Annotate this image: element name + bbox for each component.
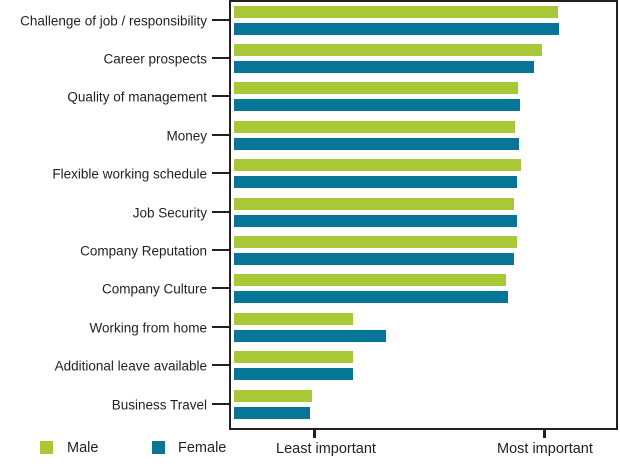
- legend-swatch-male: [40, 441, 53, 454]
- category-label: Business Travel: [111, 397, 207, 413]
- legend-label-male: Male: [67, 440, 99, 456]
- x-axis-label-least-important: Least important: [276, 441, 376, 457]
- category-tick: [212, 364, 231, 366]
- category-tick: [212, 19, 231, 21]
- bar-male-8: [234, 274, 506, 286]
- category-label: Career prospects: [103, 51, 207, 67]
- category-label: Challenge of job / responsibility: [20, 13, 207, 29]
- bar-male-3: [234, 82, 518, 94]
- bar-female-7: [234, 253, 514, 265]
- bar-male-7: [234, 236, 517, 248]
- bar-male-5: [234, 159, 521, 171]
- category-tick: [212, 134, 231, 136]
- category-tick: [212, 403, 231, 405]
- category-tick: [212, 211, 231, 213]
- bar-female-8: [234, 291, 508, 303]
- category-tick: [212, 287, 231, 289]
- bar-female-3: [234, 99, 520, 111]
- category-label: Company Culture: [101, 281, 207, 297]
- legend-label-female: Female: [178, 440, 227, 456]
- bar-male-6: [234, 198, 514, 210]
- x-axis-label-most-important: Most important: [497, 441, 593, 457]
- bar-female-4: [234, 138, 519, 150]
- bar-female-5: [234, 176, 517, 188]
- category-tick: [212, 95, 231, 97]
- category-label: Quality of management: [67, 89, 207, 105]
- category-tick: [212, 172, 231, 174]
- category-label: Working from home: [89, 320, 207, 336]
- category-tick: [212, 57, 231, 59]
- category-tick: [212, 326, 231, 328]
- bar-female-9: [234, 330, 386, 342]
- category-label: Job Security: [132, 205, 207, 221]
- category-label: Company Reputation: [80, 243, 207, 259]
- bar-male-10: [234, 351, 353, 363]
- x-axis-tick: [313, 430, 316, 438]
- bar-female-10: [234, 368, 353, 380]
- category-label: Money: [166, 128, 207, 144]
- bar-male-2: [234, 44, 542, 56]
- bar-female-2: [234, 61, 534, 73]
- bar-male-1: [234, 6, 558, 18]
- x-axis-tick: [543, 430, 546, 438]
- category-label: Flexible working schedule: [52, 166, 207, 182]
- bar-female-11: [234, 407, 310, 419]
- category-label: Additional leave available: [54, 358, 207, 374]
- bar-female-6: [234, 215, 517, 227]
- bar-male-11: [234, 390, 312, 402]
- bar-male-9: [234, 313, 353, 325]
- bar-female-1: [234, 23, 559, 35]
- bar-male-4: [234, 121, 515, 133]
- category-tick: [212, 249, 231, 251]
- legend-swatch-female: [152, 441, 165, 454]
